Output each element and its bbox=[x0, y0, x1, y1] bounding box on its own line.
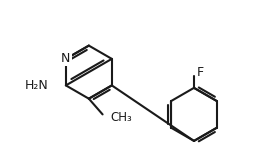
Text: F: F bbox=[197, 66, 204, 79]
Text: H₂N: H₂N bbox=[24, 79, 48, 92]
Text: CH₃: CH₃ bbox=[110, 111, 132, 124]
Text: N: N bbox=[61, 52, 70, 65]
